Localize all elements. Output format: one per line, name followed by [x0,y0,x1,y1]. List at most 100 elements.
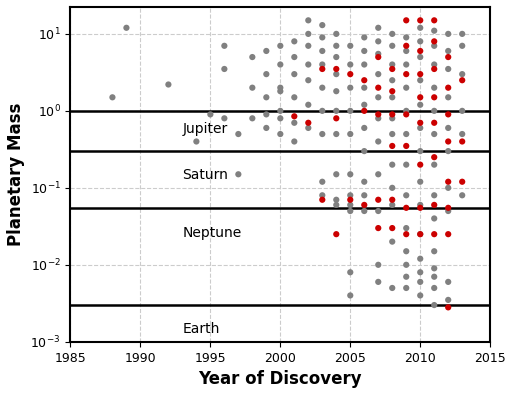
Point [430,38,438,45]
Point [430,202,438,208]
Point [304,120,312,126]
Point [416,256,424,262]
Point [388,94,397,100]
Point [332,43,341,49]
Point [374,85,382,91]
Point [248,54,256,60]
Point [346,208,354,214]
Point [416,38,424,45]
Point [318,66,326,72]
Point [402,261,410,268]
Point [290,54,299,60]
Point [346,292,354,299]
Point [276,43,284,49]
Point [458,131,466,137]
Point [332,66,341,72]
Point [388,285,397,291]
Point [304,61,312,68]
Point [276,108,284,114]
Point [416,162,424,168]
Point [304,125,312,131]
Point [276,131,284,137]
Point [318,179,326,185]
Point [444,111,452,118]
Point [346,269,354,275]
Point [430,108,438,114]
Point [402,225,410,231]
Point [318,197,326,203]
Point [304,17,312,23]
Point [332,202,341,208]
Point [402,162,410,168]
Point [318,22,326,28]
Point [416,48,424,54]
Point [416,231,424,237]
Point [402,274,410,280]
Point [374,24,382,31]
Point [402,231,410,237]
Point [360,34,368,41]
Point [430,274,438,280]
Point [430,285,438,291]
Point [304,43,312,49]
Point [430,265,438,271]
Point [290,113,299,119]
Point [332,197,341,203]
Point [444,148,452,154]
Point [416,94,424,100]
Point [220,115,228,122]
Point [416,77,424,83]
Point [416,269,424,275]
Point [402,285,410,291]
Point [402,192,410,198]
Point [458,108,466,114]
Point [332,108,341,114]
Point [458,71,466,77]
Point [346,85,354,91]
Point [360,179,368,185]
Point [360,108,368,114]
Point [346,202,354,208]
Point [458,77,466,83]
Point [318,61,326,68]
Point [430,192,438,198]
Point [458,31,466,37]
Point [402,111,410,118]
Point [360,125,368,131]
Point [388,185,397,191]
Point [374,171,382,177]
Point [360,192,368,198]
Point [318,192,326,198]
Point [416,125,424,131]
Point [290,94,299,100]
Point [388,225,397,231]
Point [374,115,382,122]
Point [164,81,172,88]
Point [430,61,438,68]
Point [402,108,410,114]
Point [402,61,410,68]
Point [388,43,397,49]
Point [374,197,382,203]
Point [430,120,438,126]
Point [374,71,382,77]
Point [318,48,326,54]
X-axis label: Year of Discovery: Year of Discovery [199,370,362,388]
Point [402,85,410,91]
Point [416,205,424,211]
Point [416,54,424,60]
Point [360,208,368,214]
Point [430,17,438,23]
Point [444,231,452,237]
Point [332,71,341,77]
Point [220,43,228,49]
Point [360,85,368,91]
Point [360,102,368,108]
Point [430,131,438,137]
Point [402,131,410,137]
Point [318,131,326,137]
Point [374,54,382,60]
Point [402,248,410,254]
Point [290,38,299,45]
Point [346,171,354,177]
